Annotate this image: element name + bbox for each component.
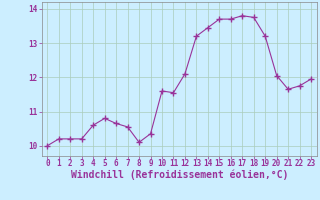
X-axis label: Windchill (Refroidissement éolien,°C): Windchill (Refroidissement éolien,°C) (70, 169, 288, 180)
